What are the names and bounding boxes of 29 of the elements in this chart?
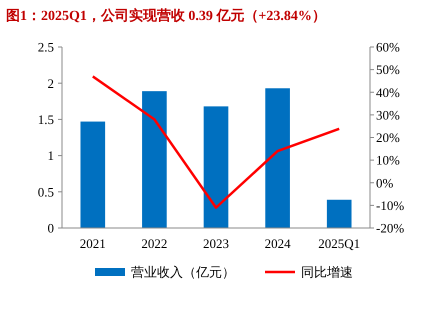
y-tick-label: 0.5 (38, 184, 54, 200)
y-tick-label: 2 (48, 76, 54, 91)
y-tick-label: 2.5 (38, 40, 54, 55)
legend-label: 营业收入（亿元） (131, 264, 235, 280)
y2-tick-label: -10% (376, 198, 404, 213)
legend-label: 同比增速 (301, 264, 353, 280)
line-series (92, 75, 340, 209)
y2-tick-label: 20% (376, 130, 400, 146)
y2-tick-label: 50% (376, 62, 400, 78)
bar (265, 88, 290, 228)
y2-tick-label: 30% (376, 107, 400, 122)
y2-tick-label: 10% (376, 152, 400, 168)
x-tick-label: 2022 (141, 236, 168, 251)
chart-title: 图1：2025Q1，公司实现营收 0.39 亿元（+23.84%） (6, 7, 326, 24)
bar (204, 106, 228, 228)
bar (326, 200, 352, 228)
y-tick-label: 1 (48, 148, 54, 164)
x-tick-label: 2025Q1 (318, 236, 360, 251)
y2-tick-label: 0% (376, 175, 394, 190)
y-tick-label: 1.5 (38, 112, 54, 127)
bar (80, 122, 106, 228)
x-tick-label: 2024 (264, 236, 292, 251)
y2-tick-label: -20% (376, 220, 404, 236)
x-tick-label: 2023 (203, 236, 229, 251)
x-tick-label: 2021 (80, 236, 106, 251)
bar (142, 91, 167, 228)
y2-tick-label: 40% (376, 84, 400, 100)
y-tick-label: 0 (48, 220, 54, 236)
y2-tick-label: 60% (376, 40, 400, 55)
